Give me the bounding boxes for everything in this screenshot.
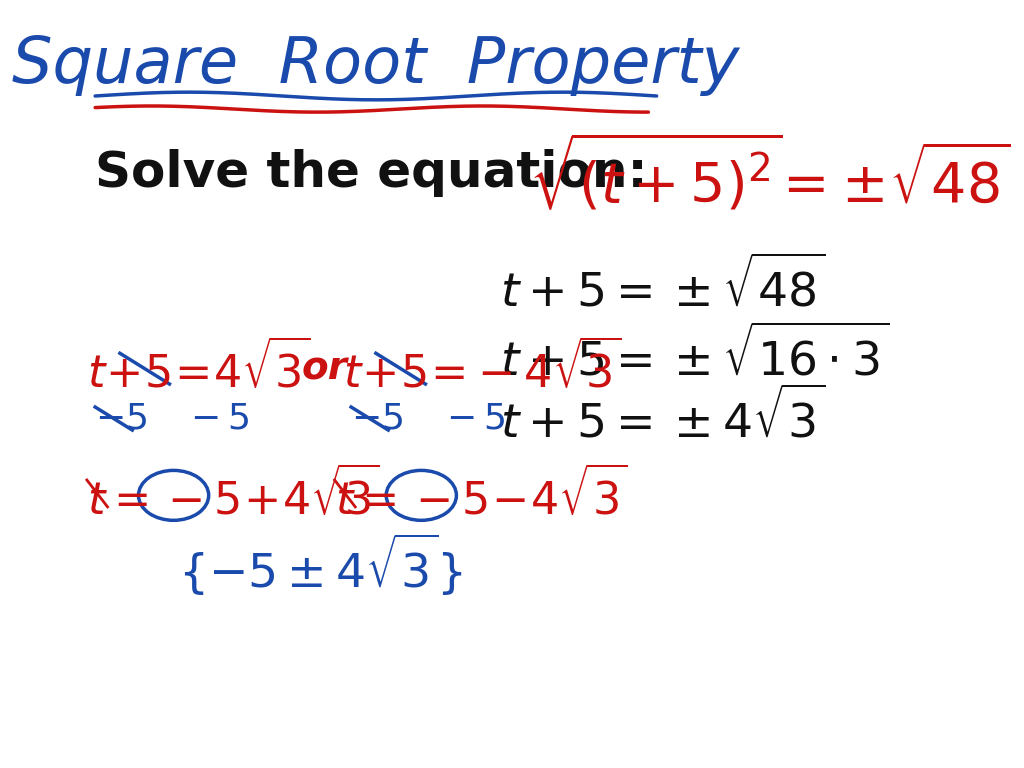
Text: $-5 \quad -5$: $-5 \quad -5$: [351, 402, 506, 435]
Text: or: or: [302, 349, 347, 388]
Text: $\{-5 \pm 4\sqrt{3}\}$: $\{-5 \pm 4\sqrt{3}\}$: [178, 531, 463, 598]
Text: Square  Root  Property: Square Root Property: [12, 35, 739, 96]
Text: $t = -5\!-\!4\sqrt{3}$: $t = -5\!-\!4\sqrt{3}$: [335, 467, 628, 524]
Text: $t\!+\!5\!=\!-4\sqrt{3}$: $t\!+\!5\!=\!-4\sqrt{3}$: [343, 340, 622, 397]
Text: Solve the equation:: Solve the equation:: [95, 149, 648, 197]
Text: $-5 \quad -5$: $-5 \quad -5$: [95, 402, 250, 435]
Text: $t + 5 = \pm\sqrt{48}$: $t + 5 = \pm\sqrt{48}$: [500, 259, 825, 317]
Text: $\sqrt{(t+5)^2}\!=\!\pm\!\sqrt{48}$: $\sqrt{(t+5)^2}\!=\!\pm\!\sqrt{48}$: [528, 132, 1010, 214]
Text: $t\!+\!5\!=\!4\sqrt{3}$: $t\!+\!5\!=\!4\sqrt{3}$: [87, 340, 310, 397]
Text: $t + 5 = \pm\sqrt{16 \cdot 3}$: $t + 5 = \pm\sqrt{16 \cdot 3}$: [500, 328, 889, 386]
Text: $t = -5\!+\!4\sqrt{3}$: $t = -5\!+\!4\sqrt{3}$: [87, 467, 380, 524]
Text: $t + 5 = \pm 4\sqrt{3}$: $t + 5 = \pm 4\sqrt{3}$: [500, 389, 825, 448]
